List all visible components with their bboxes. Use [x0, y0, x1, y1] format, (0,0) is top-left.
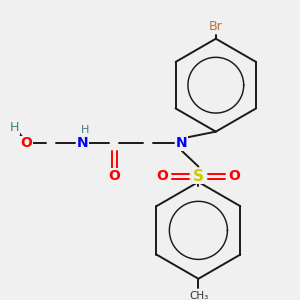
Text: O: O	[157, 169, 169, 183]
Text: H: H	[10, 121, 19, 134]
Text: S: S	[193, 169, 204, 184]
Text: H: H	[81, 125, 89, 135]
Text: N: N	[76, 136, 88, 150]
Text: CH₃: CH₃	[190, 291, 209, 300]
Text: O: O	[20, 136, 32, 150]
Text: N: N	[176, 136, 188, 150]
Text: O: O	[228, 169, 240, 183]
Text: Br: Br	[209, 20, 223, 33]
Text: O: O	[108, 169, 120, 183]
